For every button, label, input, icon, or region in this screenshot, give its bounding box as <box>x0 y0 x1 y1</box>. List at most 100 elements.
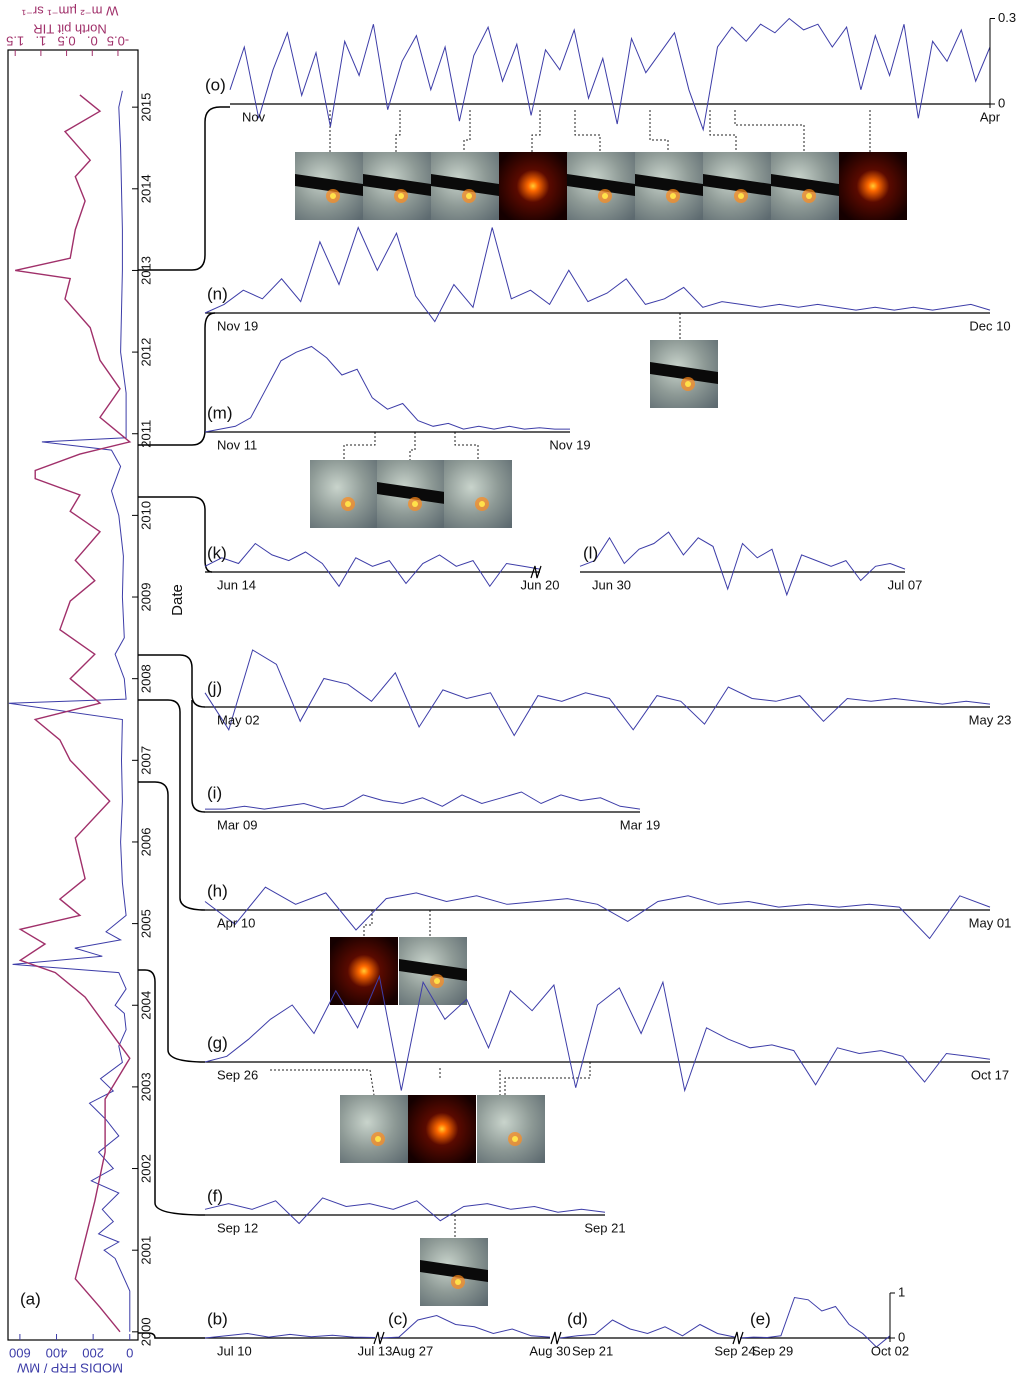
axis-title: W m⁻² µm⁻¹ sr⁻¹ <box>21 4 118 19</box>
y-tick-label: 2012 <box>138 338 153 367</box>
y-tick-label: 2002 <box>138 1154 153 1183</box>
end-date: Dec 10 <box>969 318 1010 333</box>
start-date: Jul 10 <box>217 1343 252 1358</box>
panel-label: (a) <box>20 1289 41 1308</box>
dotted-link <box>410 432 415 460</box>
y-tick-label: 2006 <box>138 828 153 857</box>
hotspot <box>330 193 336 199</box>
y-tick-label: 2014 <box>138 174 153 203</box>
panel-label: (o) <box>205 75 226 94</box>
panel-label: (f) <box>207 1186 223 1205</box>
panel-label: (m) <box>207 403 232 422</box>
thumbnail <box>340 1095 408 1163</box>
figure: (a) Date MODIS FRP / MW North pit TIR W … <box>0 0 1019 1378</box>
y-tick-label: 2000 <box>138 1317 153 1346</box>
y-tick-label: 2011 <box>138 420 153 448</box>
x-tick-label: 600 <box>9 1346 31 1361</box>
hotspot <box>602 193 608 199</box>
end-date: May 01 <box>969 915 1012 930</box>
y-tick-label: 2009 <box>138 583 153 612</box>
y-tick-label: 0.3 <box>998 10 1016 25</box>
start-date: Jun 30 <box>592 577 631 592</box>
panel-label: (e) <box>750 1309 771 1328</box>
hotspot <box>455 1279 461 1285</box>
data-line <box>205 887 990 938</box>
thumbnail <box>444 460 512 528</box>
start-date: Sep 26 <box>217 1067 258 1082</box>
hotspot <box>434 978 440 984</box>
hotspot <box>806 193 812 199</box>
panel-label: (c) <box>388 1309 408 1328</box>
hotspot <box>375 1136 381 1142</box>
y-tick-label: 2010 <box>138 501 153 530</box>
dotted-link <box>396 110 400 152</box>
thumbnail <box>330 937 398 1005</box>
end-date: Apr <box>980 109 1001 124</box>
x2-tick-label: 1.5 <box>6 34 24 49</box>
dotted-link <box>735 110 804 152</box>
hotspot <box>412 501 418 507</box>
hotspot <box>466 193 472 199</box>
thumbnail <box>499 152 567 220</box>
dotted-link <box>455 432 478 460</box>
dotted-link <box>344 432 375 460</box>
x-tick-label: 400 <box>46 1346 68 1361</box>
end-date: Oct 17 <box>971 1067 1009 1082</box>
panel-label: (g) <box>207 1033 228 1052</box>
start-date: Nov 19 <box>217 318 258 333</box>
connector <box>138 700 205 910</box>
panel-label: (i) <box>207 783 222 802</box>
data-line <box>205 1198 605 1224</box>
x2-tick-label: -0.5 <box>107 34 129 49</box>
hotspot <box>738 193 744 199</box>
thumbnail <box>839 152 907 220</box>
end-date: May 23 <box>969 712 1012 727</box>
axis-break <box>733 1332 743 1344</box>
x-tick-label: 0 <box>126 1346 133 1361</box>
dotted-link <box>575 110 600 152</box>
y-tick-label: 2013 <box>138 256 153 285</box>
panel-label: (d) <box>567 1309 588 1328</box>
data-line <box>205 977 990 1091</box>
y-tick-label: 0 <box>998 95 1005 110</box>
start-date: Nov <box>242 109 266 124</box>
y-tick-label: 1 <box>898 1284 905 1299</box>
y-tick-label: 2005 <box>138 909 153 938</box>
connector <box>192 700 205 812</box>
hotspot <box>345 501 351 507</box>
start-date: May 02 <box>217 712 260 727</box>
hotspot <box>670 193 676 199</box>
axis-title: MODIS FRP / MW <box>16 1361 123 1376</box>
data-line <box>205 1334 375 1339</box>
thumbnail <box>310 460 378 528</box>
start-date: Apr 10 <box>217 915 255 930</box>
start-date: Sep 29 <box>752 1343 793 1358</box>
axis-break <box>551 1332 561 1344</box>
end-date: Aug 30 <box>529 1343 570 1358</box>
y-tick-label: 2004 <box>138 991 153 1020</box>
panel-label: (j) <box>207 678 222 697</box>
end-date: Jul 13 <box>358 1343 393 1358</box>
axis-break <box>374 1332 384 1344</box>
end-date: Mar 19 <box>620 817 660 832</box>
y-tick-label: 2008 <box>138 664 153 693</box>
y-tick-label: 2015 <box>138 93 153 122</box>
x-tick-label: 200 <box>82 1346 104 1361</box>
start-date: Nov 11 <box>217 437 257 452</box>
x2-tick-label: 0.5 <box>58 34 76 49</box>
dotted-link <box>532 110 540 152</box>
dotted-link <box>650 110 668 152</box>
end-date: Sep 24 <box>714 1343 755 1358</box>
y-tick-label: 2007 <box>138 746 153 775</box>
dotted-link <box>270 1070 374 1095</box>
dotted-link <box>464 110 470 152</box>
y-tick-label: 2001 <box>138 1236 153 1265</box>
data-line <box>205 347 570 433</box>
end-date: Jun 20 <box>520 577 559 592</box>
thumbnail <box>408 1095 476 1163</box>
panel-label: (l) <box>583 543 598 562</box>
x2-tick-label: 1. <box>35 34 46 49</box>
end-date: Jul 07 <box>888 577 923 592</box>
data-line <box>205 792 640 809</box>
start-date: Sep 21 <box>572 1343 613 1358</box>
